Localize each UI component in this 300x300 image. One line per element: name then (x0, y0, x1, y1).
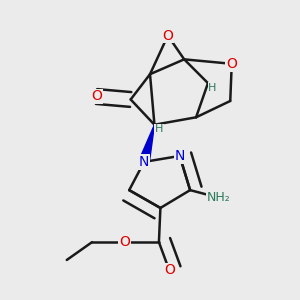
Text: O: O (91, 89, 102, 103)
Text: O: O (226, 57, 237, 71)
Text: H: H (208, 82, 217, 93)
Text: O: O (162, 28, 173, 43)
Polygon shape (139, 125, 154, 163)
Text: O: O (119, 235, 130, 249)
Text: H: H (155, 124, 163, 134)
Text: N: N (175, 149, 185, 163)
Text: O: O (164, 263, 175, 278)
Text: NH₂: NH₂ (206, 191, 230, 204)
Text: N: N (139, 155, 149, 169)
